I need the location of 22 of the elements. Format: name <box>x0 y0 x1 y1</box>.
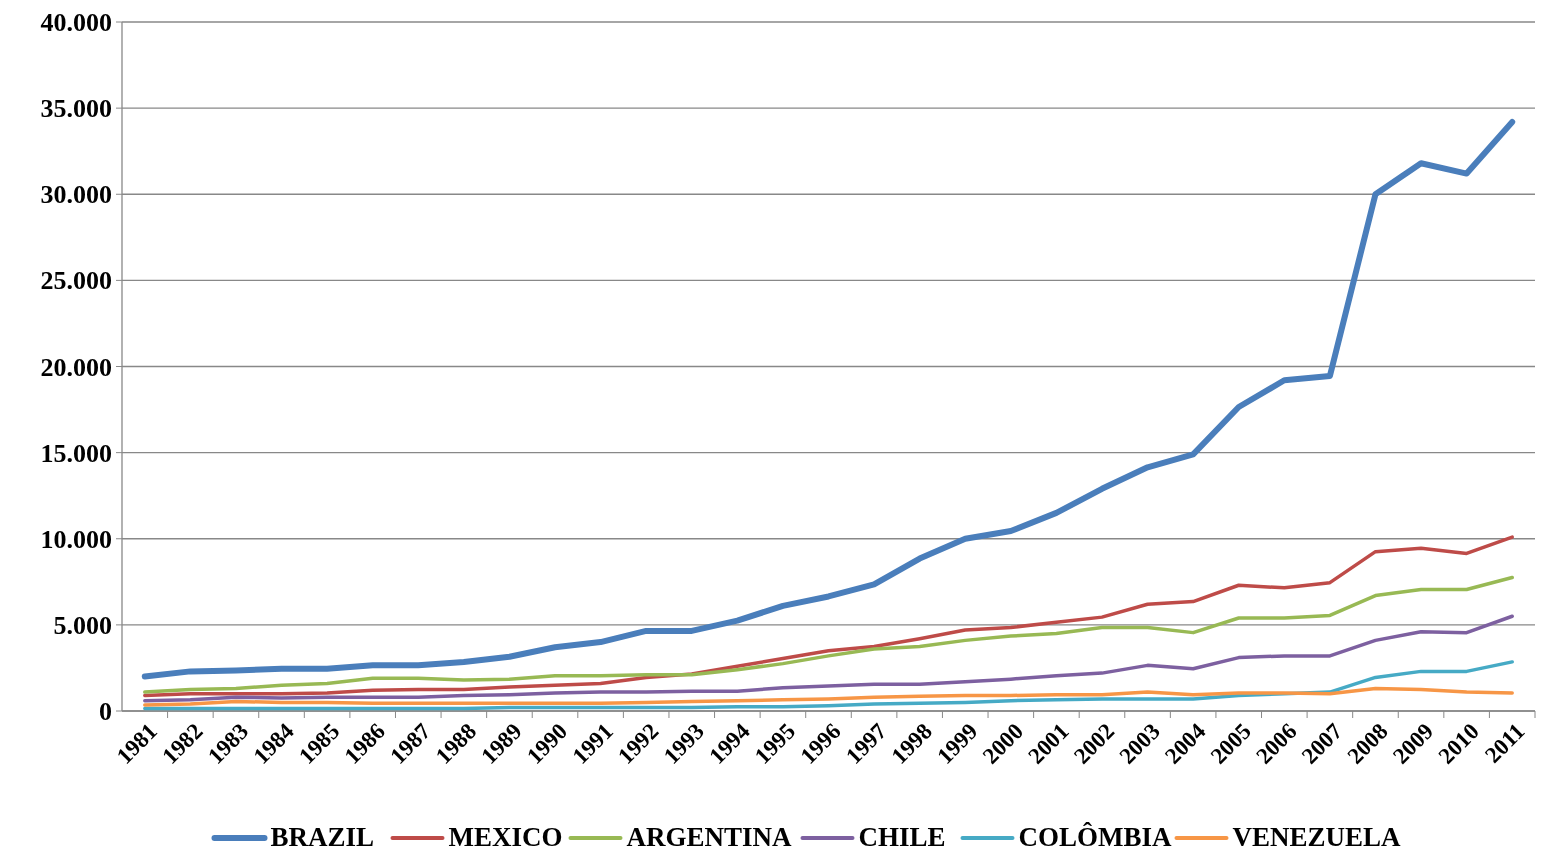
y-tick-label: 5.000 <box>53 610 112 640</box>
y-tick-label: 20.000 <box>40 352 112 382</box>
y-tick-label: 10.000 <box>40 524 112 554</box>
line-series <box>143 614 1514 703</box>
legend-label: ARGENTINA <box>626 822 793 852</box>
x-tick-label: 1981 <box>111 718 163 769</box>
line-series <box>143 535 1514 698</box>
line-series <box>143 686 1514 707</box>
legend-label: CHILE <box>858 822 946 852</box>
y-tick-label: 35.000 <box>40 94 112 124</box>
x-tick-label: 1991 <box>567 718 618 769</box>
line-series <box>143 575 1514 694</box>
y-tick-label: 0 <box>99 697 112 727</box>
y-tick-label: 25.000 <box>40 266 112 296</box>
legend-label: BRAZIL <box>270 822 375 852</box>
y-tick-label: 15.000 <box>40 438 112 468</box>
y-tick-label: 30.000 <box>40 180 112 210</box>
legend-label: VENEZUELA <box>1232 822 1402 852</box>
y-tick-label: 40.000 <box>40 8 112 38</box>
legend-label: MEXICO <box>448 822 563 852</box>
line-series <box>143 660 1514 711</box>
legend-label: COLÔMBIA <box>1018 822 1173 852</box>
